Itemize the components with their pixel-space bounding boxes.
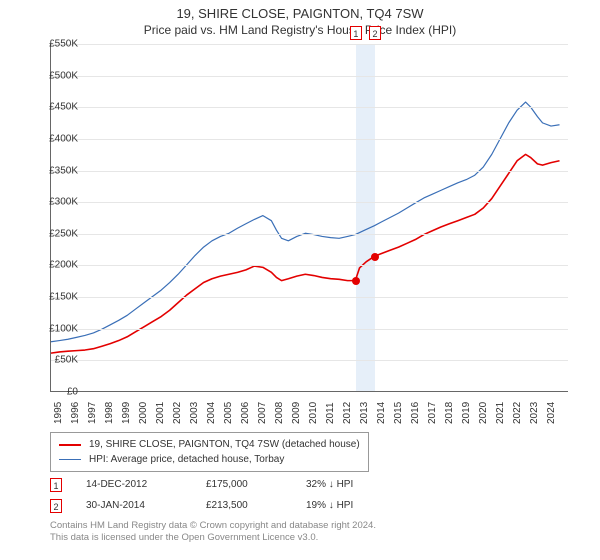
legend-swatch xyxy=(59,459,81,460)
y-tick-label: £250K xyxy=(38,228,78,239)
sales-row-price: £175,000 xyxy=(206,479,306,490)
y-tick-label: £200K xyxy=(38,260,78,271)
chart-plot-area: 12 xyxy=(50,44,568,392)
legend-item: 19, SHIRE CLOSE, PAIGNTON, TQ4 7SW (deta… xyxy=(59,437,360,452)
sale-marker: 2 xyxy=(369,26,381,40)
sales-row-marker: 2 xyxy=(50,499,62,513)
footer-attribution: Contains HM Land Registry data © Crown c… xyxy=(50,520,376,545)
legend-label: 19, SHIRE CLOSE, PAIGNTON, TQ4 7SW (deta… xyxy=(89,439,360,450)
gridline xyxy=(51,107,568,108)
x-tick-label: 2018 xyxy=(444,402,455,424)
sales-row: 2 30-JAN-2014£213,50019% ↓ HPI xyxy=(50,495,426,516)
gridline xyxy=(51,234,568,235)
sales-row-price: £213,500 xyxy=(206,500,306,511)
y-tick-label: £100K xyxy=(38,323,78,334)
y-tick-label: £0 xyxy=(38,387,78,398)
sale-marker: 1 xyxy=(350,26,362,40)
y-tick-label: £550K xyxy=(38,39,78,50)
gridline xyxy=(51,360,568,361)
y-tick-label: £400K xyxy=(38,133,78,144)
legend-box: 19, SHIRE CLOSE, PAIGNTON, TQ4 7SW (deta… xyxy=(50,432,369,472)
title-sub: Price paid vs. HM Land Registry's House … xyxy=(0,21,600,41)
x-tick-label: 1998 xyxy=(104,402,115,424)
legend-label: HPI: Average price, detached house, Torb… xyxy=(89,454,284,465)
x-tick-label: 2010 xyxy=(308,402,319,424)
chart-container: 19, SHIRE CLOSE, PAIGNTON, TQ4 7SW Price… xyxy=(0,0,600,560)
y-tick-label: £300K xyxy=(38,197,78,208)
footer-line2: This data is licensed under the Open Gov… xyxy=(50,532,376,544)
gridline xyxy=(51,265,568,266)
x-tick-label: 2017 xyxy=(427,402,438,424)
sales-row-delta: 32% ↓ HPI xyxy=(306,479,426,490)
x-tick-label: 2022 xyxy=(512,402,523,424)
legend-item: HPI: Average price, detached house, Torb… xyxy=(59,452,360,467)
x-tick-label: 2006 xyxy=(240,402,251,424)
series-price_paid xyxy=(51,154,560,353)
x-tick-label: 2014 xyxy=(376,402,387,424)
x-tick-label: 2004 xyxy=(206,402,217,424)
x-tick-label: 2016 xyxy=(410,402,421,424)
x-tick-label: 1996 xyxy=(70,402,81,424)
x-tick-label: 2000 xyxy=(138,402,149,424)
y-tick-label: £150K xyxy=(38,292,78,303)
sales-row: 1 14-DEC-2012£175,00032% ↓ HPI xyxy=(50,474,426,495)
gridline xyxy=(51,171,568,172)
x-tick-label: 2002 xyxy=(172,402,183,424)
x-tick-label: 2007 xyxy=(257,402,268,424)
x-tick-label: 2020 xyxy=(478,402,489,424)
x-tick-label: 2003 xyxy=(189,402,200,424)
x-tick-label: 2019 xyxy=(461,402,472,424)
y-tick-label: £50K xyxy=(38,355,78,366)
x-tick-label: 2013 xyxy=(359,402,370,424)
gridline xyxy=(51,329,568,330)
gridline xyxy=(51,297,568,298)
gridline xyxy=(51,202,568,203)
x-tick-label: 1997 xyxy=(87,402,98,424)
x-tick-label: 2008 xyxy=(274,402,285,424)
chart-lines-svg xyxy=(51,44,568,391)
footer-line1: Contains HM Land Registry data © Crown c… xyxy=(50,520,376,532)
x-tick-label: 1999 xyxy=(121,402,132,424)
x-tick-label: 2024 xyxy=(546,402,557,424)
x-tick-label: 2021 xyxy=(495,402,506,424)
sales-row-marker: 1 xyxy=(50,478,62,492)
sales-table: 1 14-DEC-2012£175,00032% ↓ HPI 2 30-JAN-201… xyxy=(50,474,426,516)
sale-point xyxy=(371,253,379,261)
x-tick-label: 2005 xyxy=(223,402,234,424)
x-tick-label: 1995 xyxy=(53,402,64,424)
gridline xyxy=(51,44,568,45)
sales-row-delta: 19% ↓ HPI xyxy=(306,500,426,511)
x-tick-label: 2012 xyxy=(342,402,353,424)
y-tick-label: £500K xyxy=(38,70,78,81)
x-tick-label: 2015 xyxy=(393,402,404,424)
gridline xyxy=(51,76,568,77)
sales-row-date: 14-DEC-2012 xyxy=(86,479,206,490)
x-tick-label: 2023 xyxy=(529,402,540,424)
title-main: 19, SHIRE CLOSE, PAIGNTON, TQ4 7SW xyxy=(0,0,600,21)
gridline xyxy=(51,139,568,140)
x-tick-label: 2011 xyxy=(325,402,336,424)
x-tick-label: 2001 xyxy=(155,402,166,424)
y-tick-label: £450K xyxy=(38,102,78,113)
y-tick-label: £350K xyxy=(38,165,78,176)
legend-swatch xyxy=(59,444,81,446)
x-tick-label: 2009 xyxy=(291,402,302,424)
sales-row-date: 30-JAN-2014 xyxy=(86,500,206,511)
sale-point xyxy=(352,277,360,285)
